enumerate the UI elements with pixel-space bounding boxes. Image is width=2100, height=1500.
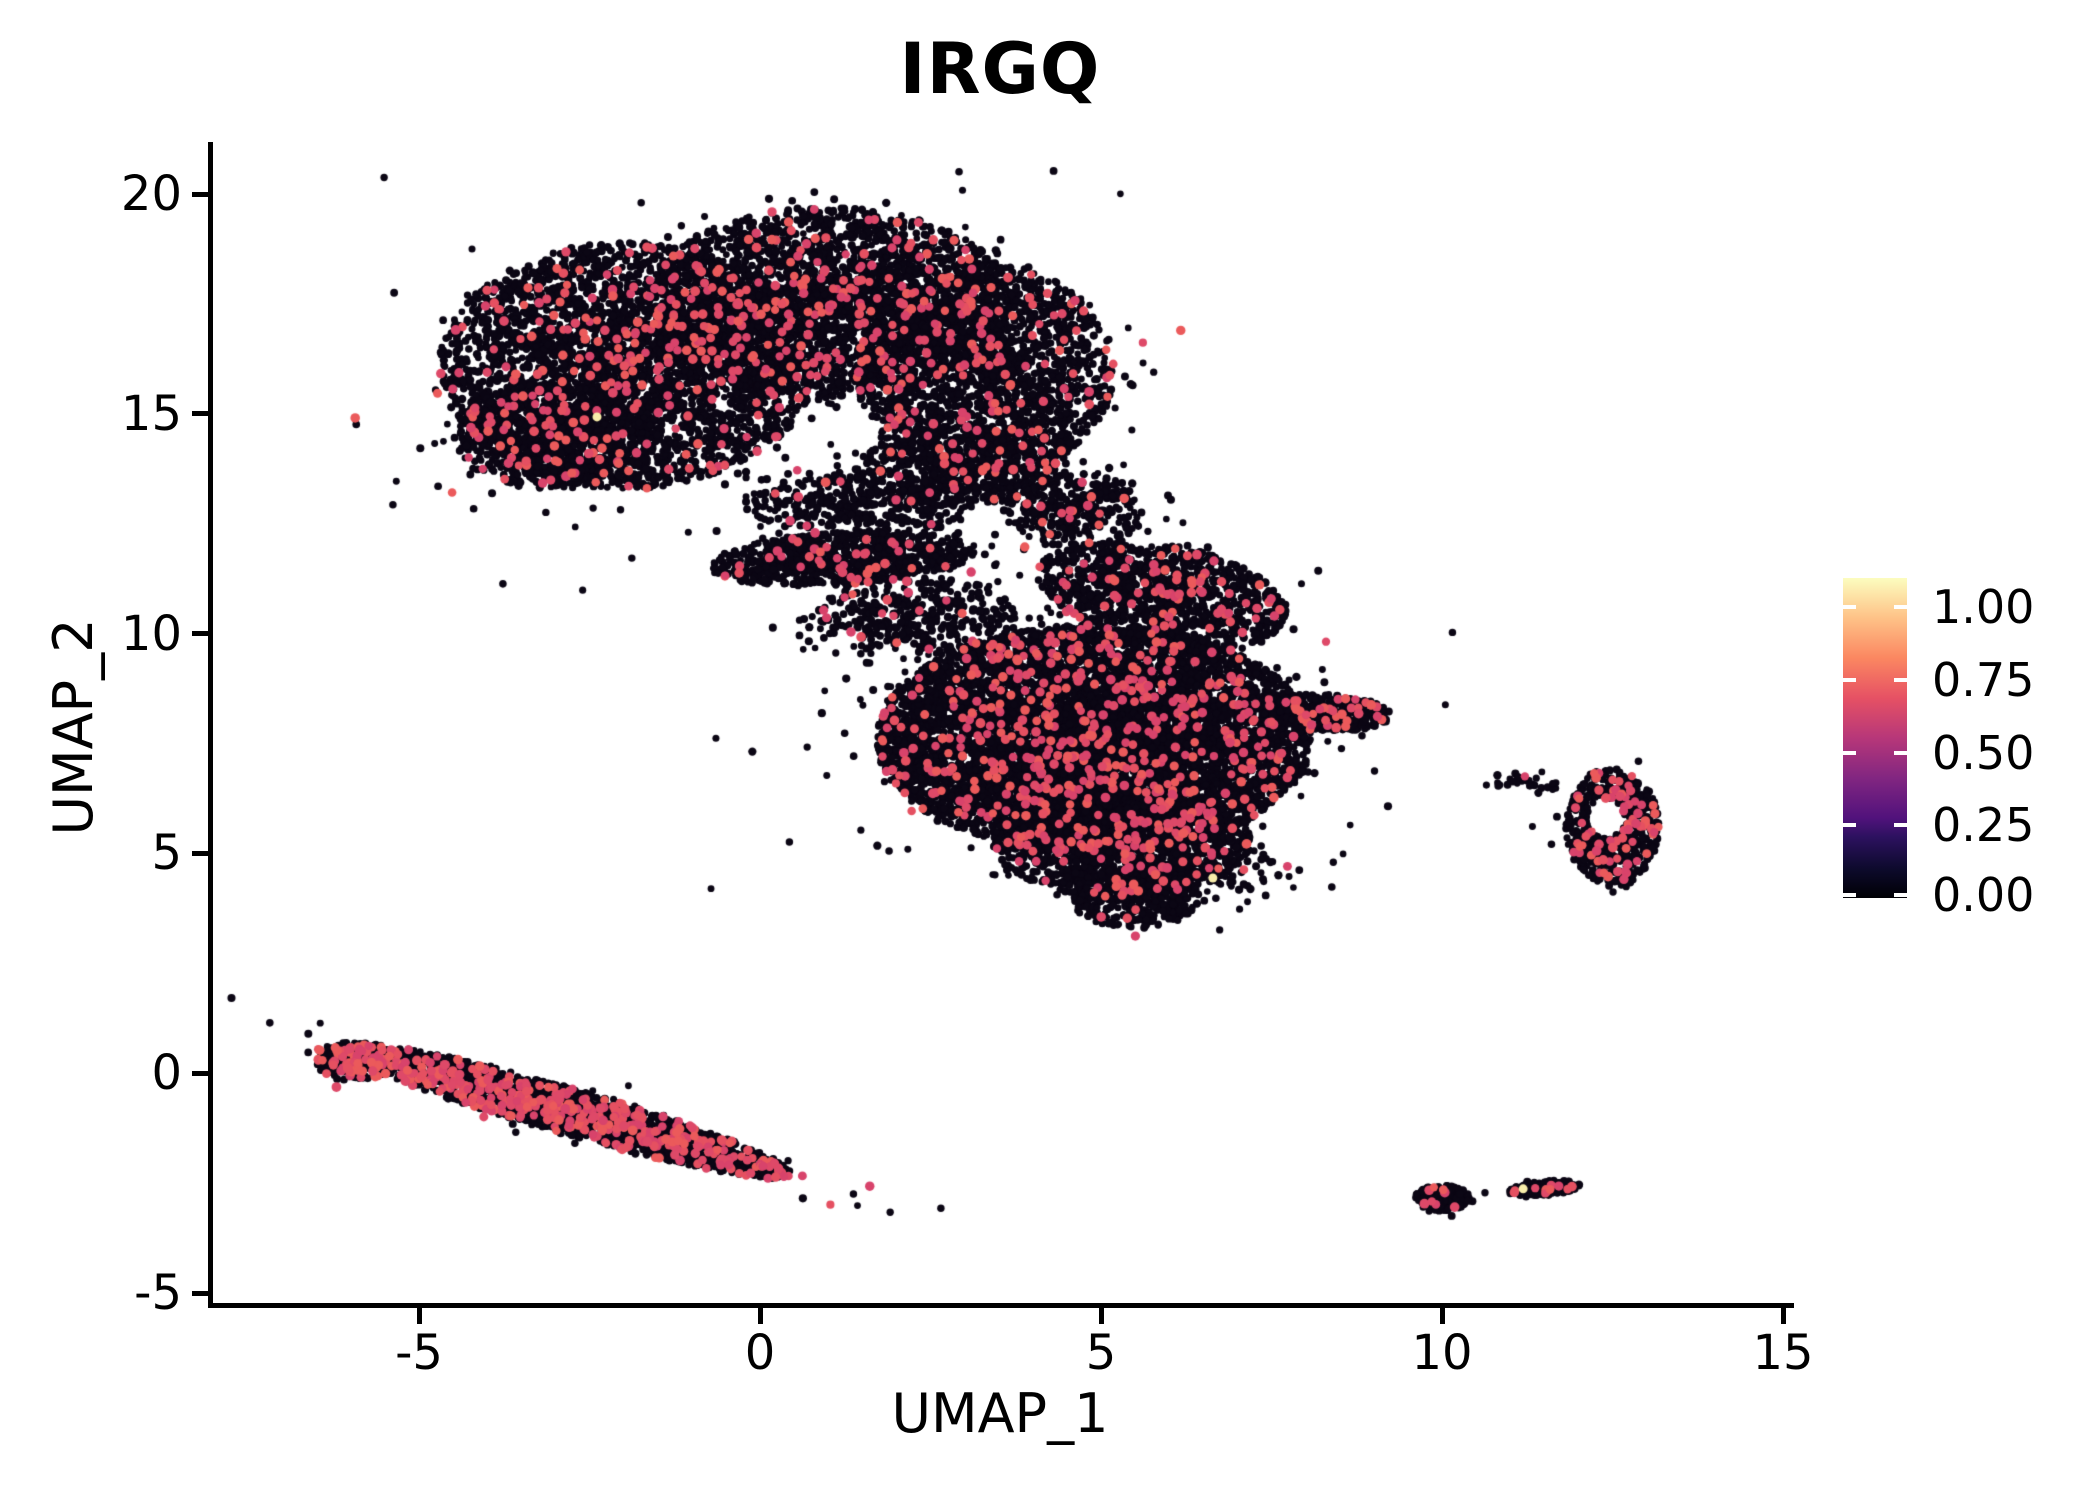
- y-tick-mark: [192, 191, 208, 197]
- colorbar-tick-mark: [1894, 823, 1907, 828]
- colorbar-tick-mark: [1843, 677, 1856, 682]
- colorbar-tick-label: 0.25: [1932, 798, 2035, 853]
- colorbar-tick-mark: [1894, 677, 1907, 682]
- colorbar: [1843, 578, 1907, 898]
- colorbar-tick-mark: [1843, 893, 1856, 897]
- x-tick-mark: [1098, 1308, 1104, 1324]
- x-tick-label: 15: [1752, 1325, 1814, 1381]
- y-axis-line: [208, 142, 213, 1308]
- y-tick-label: 5: [151, 825, 182, 882]
- y-tick-mark: [192, 631, 208, 637]
- colorbar-tick-label: 0.00: [1932, 868, 2035, 922]
- colorbar-gradient: [1843, 578, 1907, 898]
- y-tick-label: 15: [120, 385, 182, 442]
- y-tick-label: 20: [120, 166, 182, 222]
- colorbar-tick-mark: [1894, 605, 1907, 610]
- colorbar-tick-mark: [1894, 750, 1907, 755]
- y-tick-mark: [192, 1070, 208, 1076]
- y-tick-label: -5: [134, 1265, 182, 1321]
- colorbar-tick-mark: [1894, 893, 1907, 897]
- x-tick-label: 5: [1085, 1325, 1117, 1381]
- y-tick-label: 0: [151, 1045, 182, 1102]
- y-tick-mark: [192, 411, 208, 417]
- colorbar-tick-label: 0.50: [1932, 725, 2035, 780]
- colorbar-tick-mark: [1843, 823, 1856, 828]
- colorbar-tick-label: 0.75: [1932, 652, 2035, 707]
- y-axis-title: UMAP_2: [42, 618, 105, 836]
- x-axis-line: [208, 1303, 1794, 1308]
- colorbar-tick-mark: [1843, 605, 1856, 610]
- x-tick-label: 0: [744, 1325, 776, 1381]
- x-tick-label: -5: [395, 1325, 443, 1381]
- x-tick-mark: [416, 1308, 422, 1324]
- colorbar-tick-mark: [1843, 750, 1856, 755]
- x-tick-mark: [1439, 1308, 1445, 1324]
- colorbar-tick-label: 1.00: [1932, 580, 2035, 635]
- y-tick-mark: [192, 1290, 208, 1296]
- plot-title: IRGQ: [899, 28, 1101, 110]
- y-tick-label: 10: [120, 605, 182, 662]
- x-tick-mark: [1780, 1308, 1786, 1324]
- x-tick-label: 10: [1411, 1325, 1473, 1381]
- y-tick-mark: [192, 850, 208, 856]
- x-axis-title: UMAP_1: [891, 1382, 1109, 1445]
- x-tick-mark: [757, 1308, 763, 1324]
